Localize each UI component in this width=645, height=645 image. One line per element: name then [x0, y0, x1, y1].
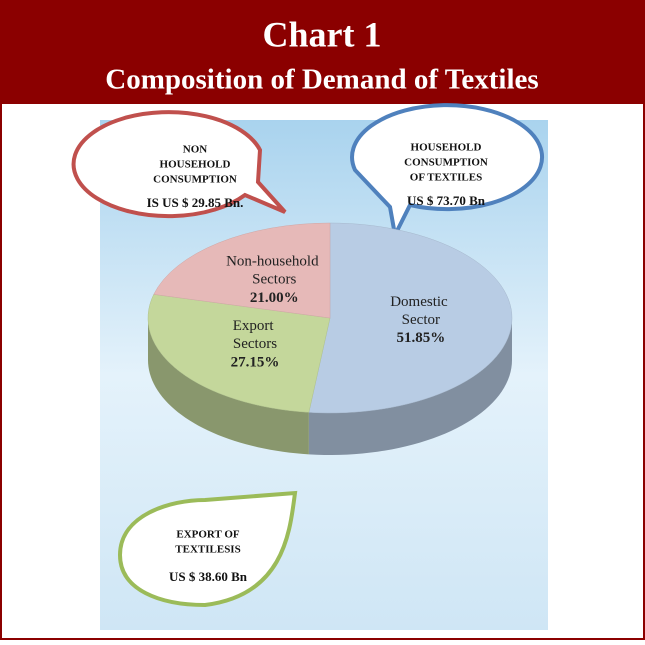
slice-label: Export Sectors	[233, 318, 278, 352]
callout-bubble	[71, 110, 287, 219]
slice-label-line: Sectors	[233, 336, 277, 352]
callout-text: OF TEXTILES	[410, 172, 482, 184]
callout-bubble	[117, 490, 298, 608]
callouts: NON HOUSEHOLD CONSUMPTION IS US $ 29.85 Bn.…	[71, 103, 545, 608]
slice-label: Domestic Sector	[390, 294, 451, 328]
data-label: 21.00%	[250, 290, 299, 306]
data-label: 51.85%	[396, 330, 445, 346]
callout-text: TEXTILESIS	[175, 544, 240, 556]
slice-label-line: Sectors	[252, 272, 296, 288]
callout-text: US $ 73.70 Bn	[407, 193, 486, 208]
callout-text: CONSUMPTION	[153, 174, 237, 186]
pie-side	[308, 318, 512, 455]
slice-label-line: Domestic	[390, 294, 451, 310]
callout-text: US $ 38.60 Bn	[169, 569, 248, 584]
callout-bubble	[350, 103, 545, 242]
data-label: 27.15%	[231, 354, 280, 370]
pie-slice	[308, 222, 513, 414]
callout-text: CONSUMPTION	[404, 157, 488, 169]
slice-label-line: Export	[233, 318, 278, 334]
slice-label-line: Non-household	[226, 254, 322, 270]
pie-slice	[147, 294, 331, 413]
chart-subtitle: Composition of Demand of Textiles	[105, 64, 538, 96]
callout-text: HOUSEHOLD	[411, 142, 482, 154]
pie-side	[148, 318, 309, 455]
slice-label-line: Sector	[402, 312, 440, 328]
callout-text: NON	[183, 144, 208, 156]
callout-text: HOUSEHOLD	[160, 159, 231, 171]
pie-slice	[153, 222, 331, 319]
callout-text: IS US $ 29.85 Bn.	[147, 195, 244, 210]
chart-title: Chart 1	[263, 14, 382, 54]
slice-label: Non-household Sectors	[226, 254, 322, 288]
callout-text: EXPORT OF	[176, 529, 240, 541]
header	[0, 0, 645, 104]
